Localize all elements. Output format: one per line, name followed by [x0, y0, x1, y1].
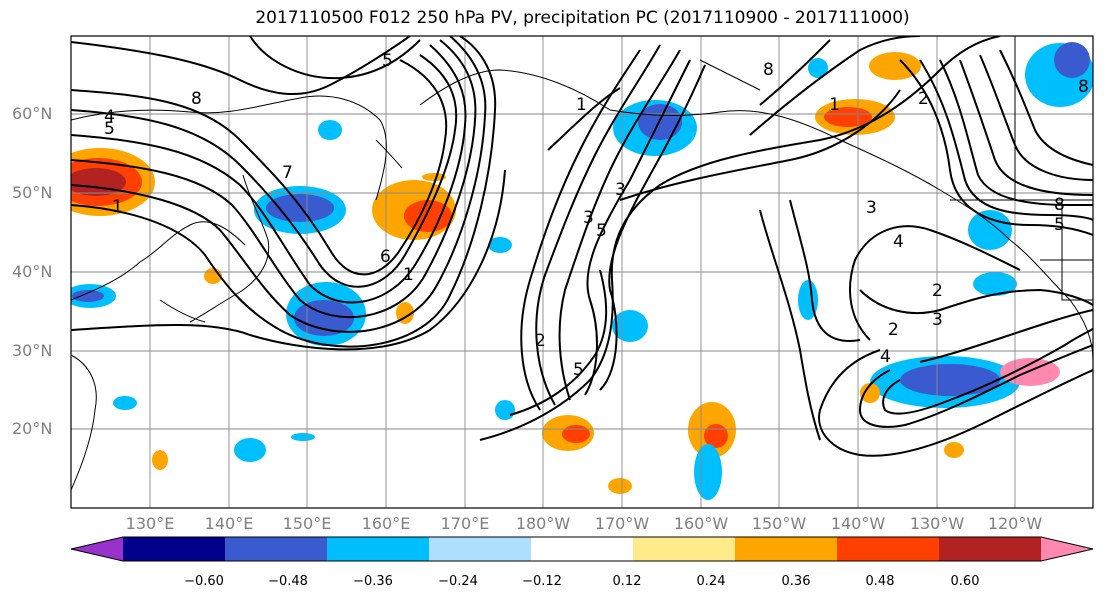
colorbar-outline	[70, 536, 1094, 562]
colorbar-segment	[633, 537, 736, 561]
contour-label-4: 4	[880, 347, 891, 367]
contour-label-8: 8	[763, 60, 774, 80]
contour-label-3: 3	[615, 180, 626, 200]
colorbar-tick--0.48: −0.48	[268, 574, 308, 589]
colorbar-segment	[225, 537, 328, 561]
contour-label-8: 8	[1078, 77, 1089, 97]
colorbar-tick--0.36: −0.36	[353, 574, 393, 589]
colorbar-segment	[837, 537, 940, 561]
contour-label-1: 1	[829, 95, 840, 115]
lat-label-30n: 30°N	[12, 341, 53, 360]
contour-label-8: 8	[191, 89, 202, 109]
contour-label-1: 1	[112, 197, 123, 217]
colorbar-segment	[123, 537, 226, 561]
contour-label-2: 2	[888, 320, 899, 340]
contour-label-2: 2	[932, 281, 943, 301]
lon-label-160e: 160°E	[361, 514, 411, 533]
lon-label-160w: 160°W	[673, 514, 729, 533]
lon-label-130w: 130°W	[909, 514, 965, 533]
contour-label-3: 3	[583, 208, 594, 228]
contour-label-2: 2	[918, 89, 929, 109]
contour-label-5: 5	[382, 51, 393, 71]
lon-label-170e: 170°E	[440, 514, 490, 533]
colorbar-tick-0.48: 0.48	[865, 574, 895, 589]
graticule	[71, 36, 1093, 508]
contour-label-7: 7	[282, 163, 293, 183]
colorbar-extend-high	[1041, 537, 1093, 561]
contour-label-1: 1	[403, 265, 414, 285]
map-frame	[70, 35, 1094, 509]
lon-label-150w: 150°W	[751, 514, 807, 533]
lon-label-140w: 140°W	[830, 514, 886, 533]
colorbar-segment	[429, 537, 532, 561]
contour-label-8: 8	[1054, 195, 1065, 215]
lon-label-140e: 140°E	[204, 514, 254, 533]
lon-label-120w: 120°W	[987, 514, 1043, 533]
colorbar-segment	[327, 537, 430, 561]
pv-contour-labels: 4 5 8 1 5 1 3 7 1 6 3 5 2 5 8 1 3 4 2 3 …	[104, 51, 1089, 380]
colorbar-segment	[531, 537, 634, 561]
coastlines	[71, 36, 1093, 491]
lat-label-60n: 60°N	[12, 104, 53, 123]
colorbar-segment	[735, 537, 838, 561]
lon-label-130e: 130°E	[125, 514, 175, 533]
colorbar-segment	[939, 537, 1042, 561]
contour-label-1: 1	[576, 95, 587, 115]
colorbar-tick--0.60: −0.60	[184, 574, 224, 589]
precipitation-patches	[71, 42, 1093, 500]
contour-label-5: 5	[596, 221, 607, 241]
contour-label-4: 4	[104, 107, 115, 127]
pv-contours	[71, 36, 1093, 457]
lon-label-170w: 170°W	[594, 514, 650, 533]
colorbar-tick-0.60: 0.60	[950, 574, 980, 589]
lat-label-20n: 20°N	[12, 419, 53, 438]
contour-label-5: 5	[573, 360, 584, 380]
contour-label-6: 6	[380, 247, 391, 267]
lon-label-150e: 150°E	[282, 514, 332, 533]
colorbar-tick-0.24: 0.24	[696, 574, 726, 589]
contour-label-5: 5	[104, 119, 115, 139]
colorbar-extend-low	[71, 537, 123, 561]
contour-label-4: 4	[893, 232, 904, 252]
colorbar-tick--0.24: −0.24	[438, 574, 478, 589]
map-title: 2017110500 F012 250 hPa PV, precipitatio…	[255, 8, 910, 28]
contour-label-3: 3	[932, 310, 943, 330]
lon-label-180w: 180°W	[515, 514, 571, 533]
contour-label-3: 3	[866, 198, 877, 218]
contour-label-2: 2	[535, 331, 546, 351]
colorbar-tick-0.36: 0.36	[781, 574, 811, 589]
colorbar-segments	[70, 536, 1094, 562]
colorbar-tick--0.12: −0.12	[522, 574, 562, 589]
contour-label-5: 5	[1054, 215, 1065, 235]
lat-label-40n: 40°N	[12, 262, 53, 281]
colorbar-tick-0.12: 0.12	[612, 574, 642, 589]
lat-label-50n: 50°N	[12, 183, 53, 202]
